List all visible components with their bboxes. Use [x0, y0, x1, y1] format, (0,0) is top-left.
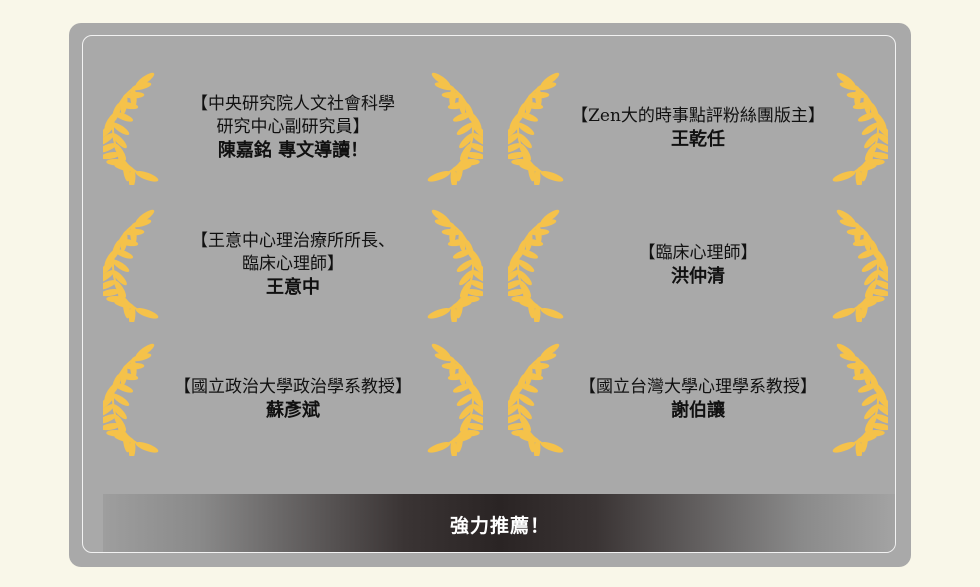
recommender-title: 【臨床心理師】 — [638, 242, 758, 263]
laurel-wreath-icon — [103, 209, 483, 322]
recommender-name: 洪仲清 — [671, 265, 725, 287]
recommender-card: 【中央研究院人文社會科學 研究中心副研究員】 陳嘉銘 專文導讀！ — [103, 71, 483, 185]
banner-label: 強力推薦！ — [449, 514, 550, 537]
laurel-wreath-icon — [508, 343, 888, 456]
recommender-title: 【國立台灣大學心理學系教授】 — [579, 376, 817, 397]
laurel-wreath-icon — [508, 72, 888, 185]
recommendation-panel: 【中央研究院人文社會科學 研究中心副研究員】 陳嘉銘 專文導讀！ 【Zen大的時… — [69, 23, 911, 567]
laurel-wreath-icon — [103, 343, 483, 456]
recommender-name: 王意中 — [266, 277, 320, 298]
recommendation-frame: 【中央研究院人文社會科學 研究中心副研究員】 陳嘉銘 專文導讀！ 【Zen大的時… — [82, 35, 896, 553]
recommender-name: 王乾任 — [671, 128, 725, 150]
laurel-wreath-icon — [103, 72, 483, 185]
recommender-card: 【國立台灣大學心理學系教授】 謝伯讓 — [508, 342, 888, 456]
recommender-name: 蘇彥斌 — [266, 399, 320, 421]
recommender-card: 【Zen大的時事點評粉絲團版主】 王乾任 — [508, 71, 888, 185]
recommender-card: 【臨床心理師】 洪仲清 — [508, 208, 888, 322]
recommender-title: 【國立政治大學政治學系教授】 — [174, 376, 412, 397]
recommender-title: 【Zen大的時事點評粉絲團版主】 — [571, 105, 825, 126]
recommender-name: 謝伯讓 — [671, 399, 725, 421]
laurel-wreath-icon — [508, 209, 888, 322]
recommender-card: 【王意中心理治療所所長、 臨床心理師】 王意中 — [103, 208, 483, 322]
recommend-banner: 強力推薦！ — [103, 494, 895, 552]
recommender-title: 【王意中心理治療所所長、 臨床心理師】 — [191, 231, 395, 274]
recommender-title: 【中央研究院人文社會科學 研究中心副研究員】 — [191, 94, 395, 137]
recommender-name: 陳嘉銘 專文導讀！ — [217, 140, 369, 161]
recommender-card: 【國立政治大學政治學系教授】 蘇彥斌 — [103, 342, 483, 456]
